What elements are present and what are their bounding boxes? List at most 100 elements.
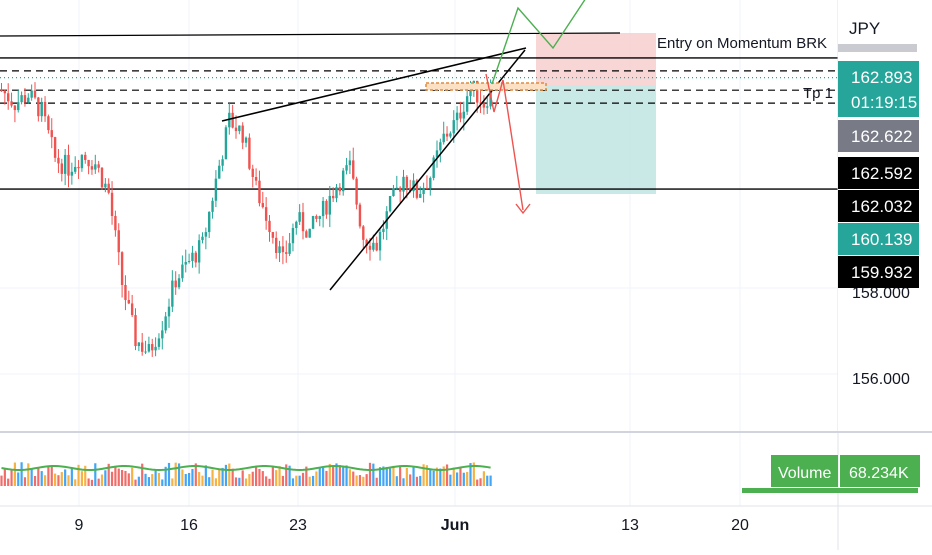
volume-bar-82 xyxy=(275,470,278,486)
volume-bar-54 xyxy=(181,469,184,486)
candle-body-81 xyxy=(271,232,275,238)
candle-body-53 xyxy=(177,278,181,288)
volume-bar-30 xyxy=(100,474,104,486)
time-axis[interactable]: 9 16 23 Jun 13 20 xyxy=(0,505,932,534)
volume-bar-143 xyxy=(479,478,482,486)
volume-bar-9 xyxy=(30,469,33,486)
volume-bar-95 xyxy=(318,467,321,486)
volume-bar-104 xyxy=(348,469,351,486)
candle-body-92 xyxy=(308,228,311,238)
volume-bar-7 xyxy=(23,477,27,486)
candle-body-118 xyxy=(395,187,398,189)
volume-bar-46 xyxy=(154,470,157,486)
volume-bar-136 xyxy=(456,472,459,486)
drawings xyxy=(0,0,621,291)
volume-bar-91 xyxy=(305,466,308,486)
price-tag-last xyxy=(838,61,919,117)
candle-body-110 xyxy=(368,245,372,250)
candle-body-48 xyxy=(161,330,164,339)
candle-body-68 xyxy=(228,112,231,128)
candle-body-100 xyxy=(335,187,338,199)
candle-body-42 xyxy=(141,342,144,352)
position-zones xyxy=(536,33,656,194)
candle-body-3 xyxy=(10,101,13,106)
candle-body-123 xyxy=(412,180,415,192)
volume-bar-123 xyxy=(412,466,415,486)
candle-body-30 xyxy=(100,167,104,188)
candle-body-131 xyxy=(439,142,442,151)
time-label-13: 13 xyxy=(621,517,639,534)
candle-body-136 xyxy=(455,112,459,121)
candle-body-65 xyxy=(218,165,221,179)
volume-bar-38 xyxy=(127,473,130,486)
candle-body-37 xyxy=(124,284,127,301)
candle-body-26 xyxy=(87,159,90,167)
volume-bar-67 xyxy=(224,464,228,486)
candle-body-6 xyxy=(20,95,23,103)
candle-body-10 xyxy=(33,90,37,98)
volume-bar-98 xyxy=(328,463,331,486)
stop-loss-zone xyxy=(536,33,656,85)
candle-body-43 xyxy=(144,351,147,353)
volume-bar-87 xyxy=(291,478,295,486)
candle-body-14 xyxy=(47,116,50,131)
candle-body-107 xyxy=(358,204,362,227)
candle-body-114 xyxy=(382,228,385,232)
candle-body-117 xyxy=(392,188,395,197)
volume-bar-116 xyxy=(389,468,392,486)
candle-body-35 xyxy=(117,230,120,253)
volume-bar-133 xyxy=(445,464,449,486)
candle-body-91 xyxy=(305,231,308,238)
price-tag-t3 xyxy=(838,190,919,222)
volume-bar-139 xyxy=(466,471,469,486)
volume-bar-10 xyxy=(33,475,37,486)
volume-bar-73 xyxy=(244,478,248,486)
bearish-arrowhead xyxy=(515,203,531,215)
candle-body-128 xyxy=(429,177,432,189)
candle-body-105 xyxy=(352,160,355,179)
candle-body-32 xyxy=(107,183,110,193)
volume-bar-65 xyxy=(218,468,221,486)
volume-bar-145 xyxy=(486,475,489,486)
candle-body-108 xyxy=(362,226,365,240)
candle-body-132 xyxy=(442,133,445,143)
volume-bar-78 xyxy=(261,471,264,486)
volume-bar-51 xyxy=(171,478,174,486)
candle-body-73 xyxy=(244,137,248,143)
candle-body-38 xyxy=(127,300,130,304)
volume-bar-71 xyxy=(238,477,241,486)
volume-bar-42 xyxy=(141,463,144,486)
volume-bar-57 xyxy=(191,469,194,486)
volume-bar-108 xyxy=(362,476,365,486)
candle-body-103 xyxy=(345,165,348,171)
candle-body-106 xyxy=(355,178,358,205)
volume-bar-107 xyxy=(358,475,362,486)
candle-body-143 xyxy=(479,102,482,104)
candle-body-17 xyxy=(57,157,60,164)
volume-bar-3 xyxy=(10,469,13,486)
volume-bar-122 xyxy=(409,474,412,486)
candle-body-119 xyxy=(398,187,402,192)
candle-body-125 xyxy=(419,194,422,198)
volume-bar-47 xyxy=(157,472,161,486)
volume-bar-75 xyxy=(251,471,254,486)
volume-bar-25 xyxy=(84,465,87,486)
bullish-projection xyxy=(491,0,586,85)
volume-bar-81 xyxy=(271,466,274,486)
candle-body-139 xyxy=(465,96,469,112)
candle-body-89 xyxy=(298,212,301,222)
volume-bar-53 xyxy=(177,463,181,486)
candle-body-121 xyxy=(405,176,409,188)
time-label-jun: Jun xyxy=(441,517,469,534)
volume-bar-8 xyxy=(27,463,30,486)
volume-bar-110 xyxy=(368,462,372,486)
volume-bar-34 xyxy=(114,467,117,486)
volume-ma-line xyxy=(1,465,491,472)
volume-bar-102 xyxy=(342,467,345,486)
candle-body-16 xyxy=(53,137,57,158)
candle-body-69 xyxy=(231,112,234,128)
candle-body-34 xyxy=(114,215,117,231)
candle-body-140 xyxy=(469,86,472,97)
